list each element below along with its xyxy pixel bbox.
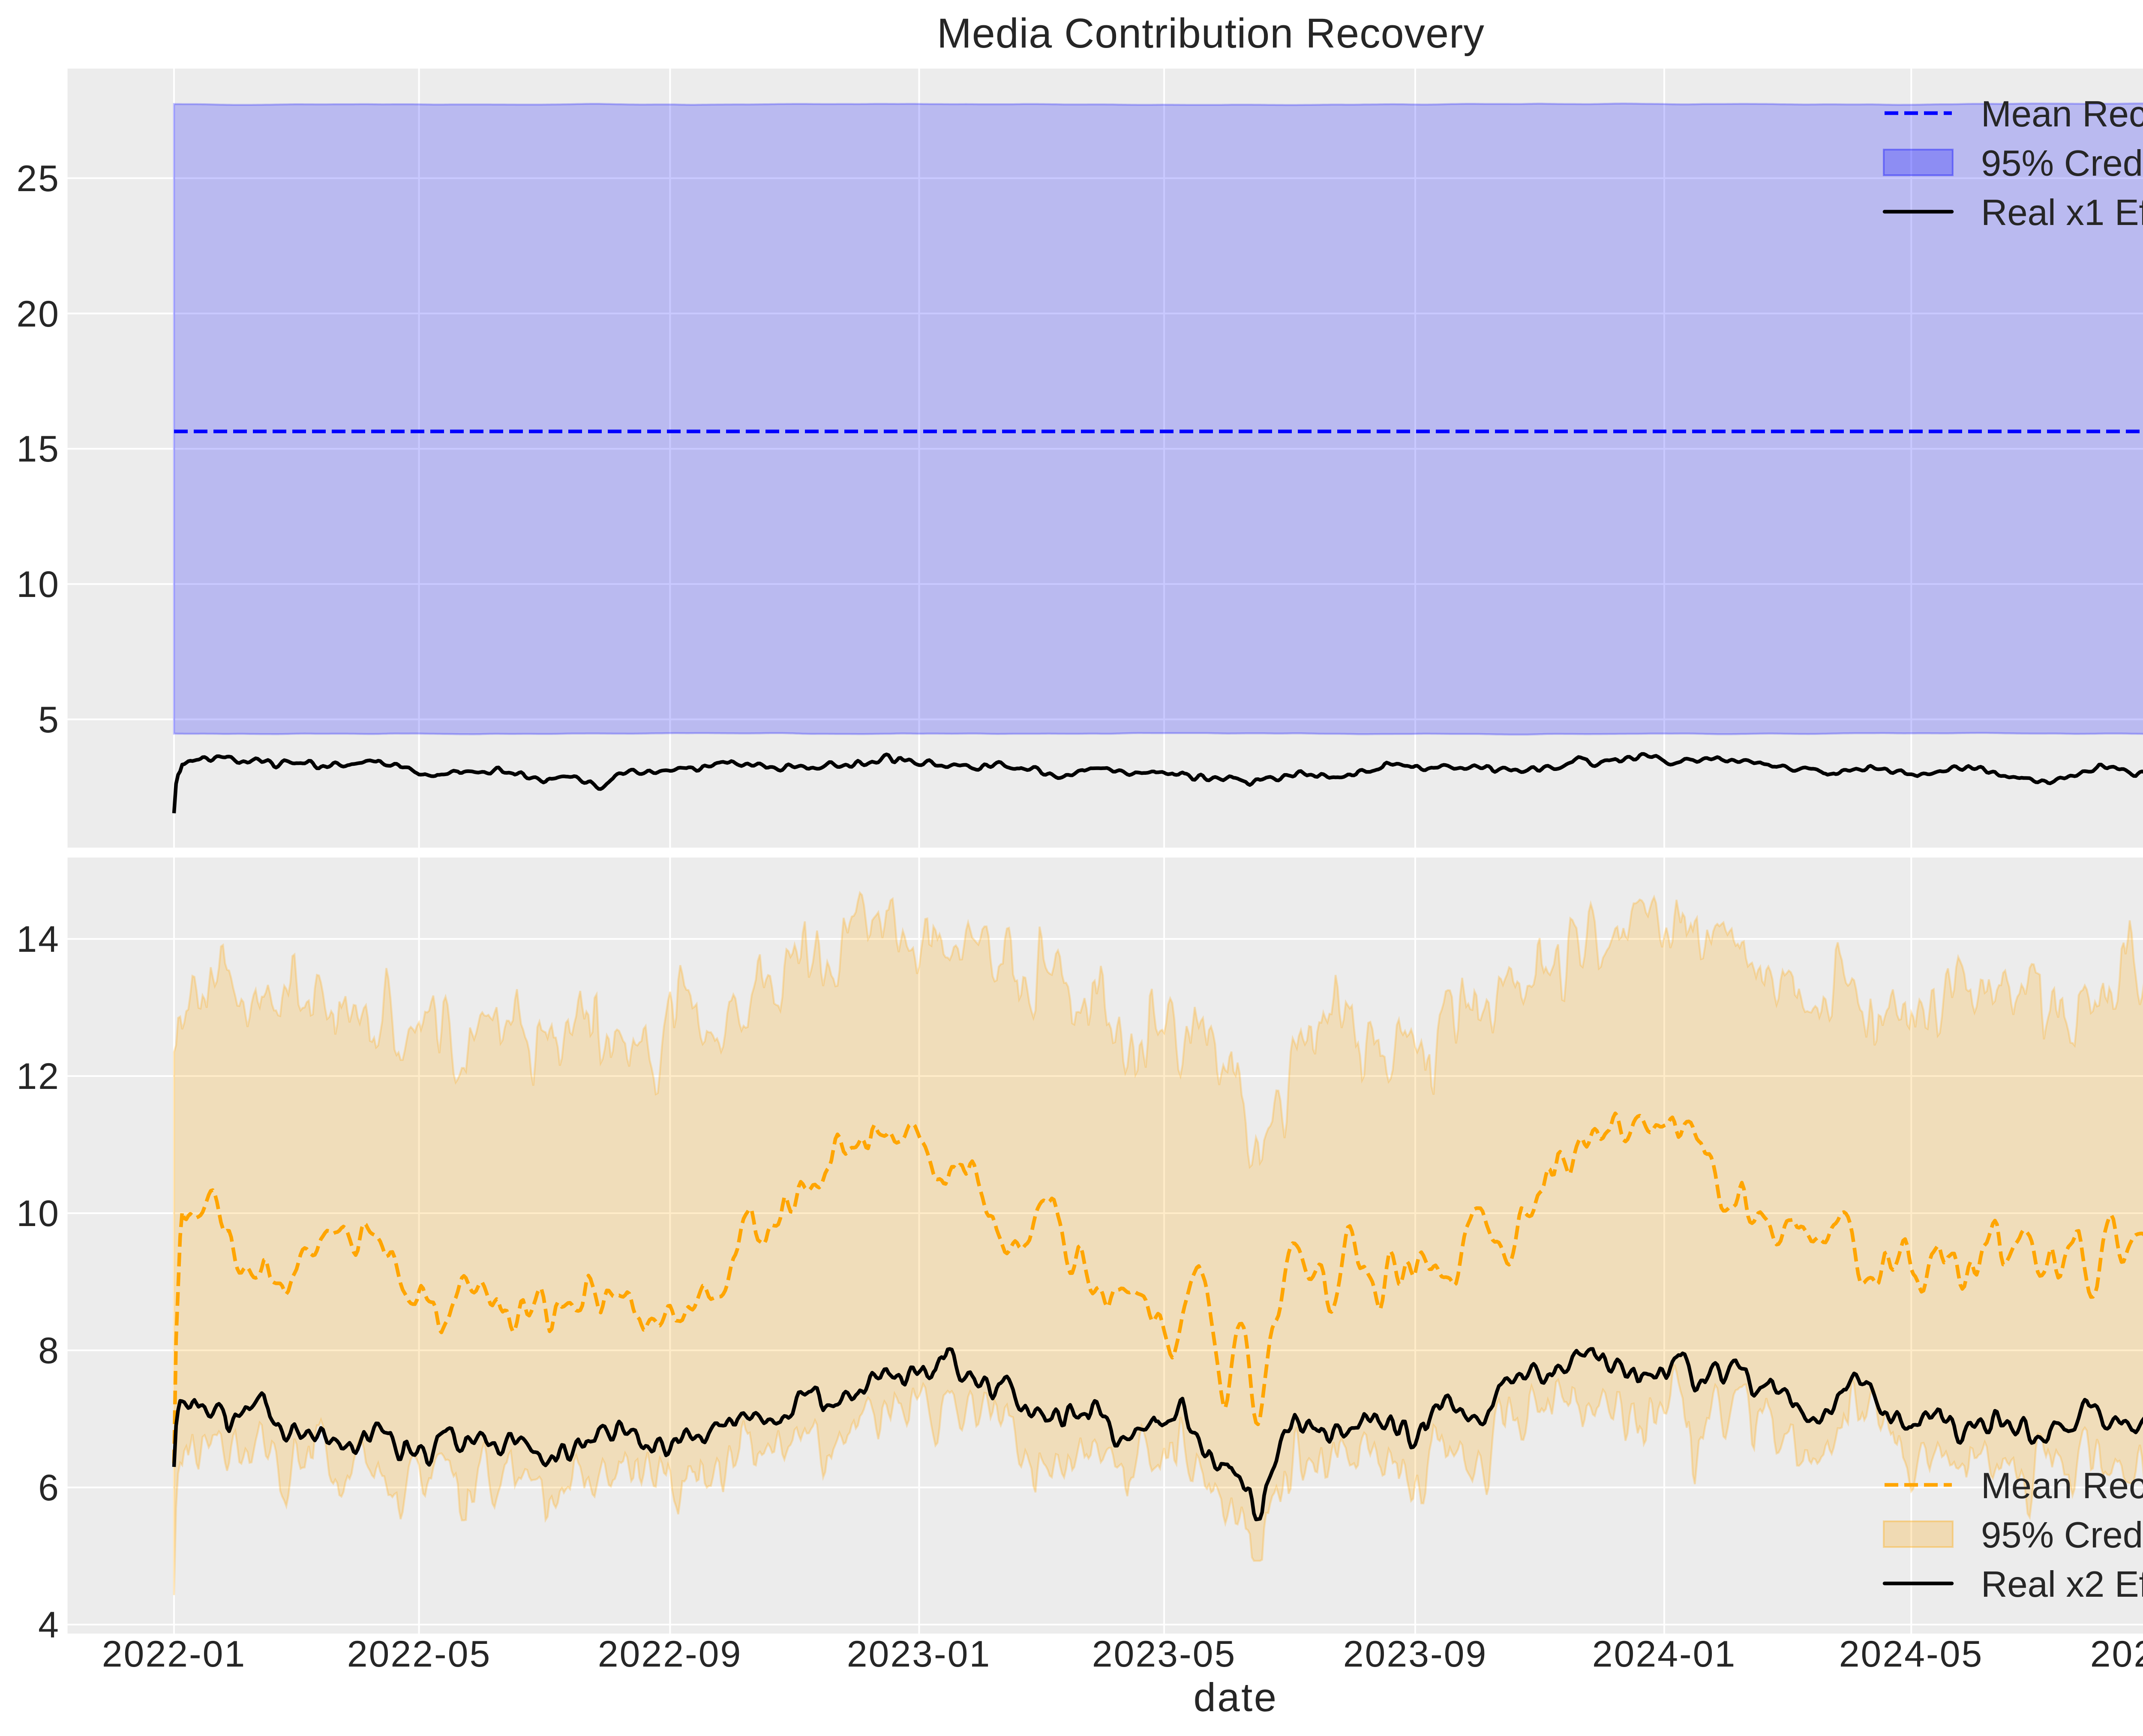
svg-text:10: 10	[16, 564, 60, 605]
svg-text:14: 14	[16, 919, 60, 960]
svg-text:2024-05: 2024-05	[1839, 1634, 1984, 1675]
svg-text:6: 6	[38, 1467, 60, 1508]
svg-text:20: 20	[16, 294, 60, 335]
svg-text:2022-01: 2022-01	[102, 1634, 246, 1675]
svg-text:2024-01: 2024-01	[1592, 1634, 1737, 1675]
svg-text:Real x2 Effect: Real x2 Effect	[1981, 1564, 2143, 1605]
svg-text:2023-05: 2023-05	[1092, 1634, 1237, 1675]
svg-text:2023-01: 2023-01	[847, 1634, 991, 1675]
svg-text:4: 4	[38, 1604, 60, 1646]
svg-text:2024-09: 2024-09	[2090, 1634, 2143, 1675]
svg-text:2022-05: 2022-05	[347, 1634, 492, 1675]
svg-text:2022-09: 2022-09	[598, 1634, 742, 1675]
svg-text:8: 8	[38, 1330, 60, 1371]
svg-text:95% Credible Interval: 95% Credible Interval	[1981, 1515, 2143, 1556]
svg-text:10: 10	[16, 1193, 60, 1234]
svg-text:12: 12	[16, 1056, 60, 1097]
svg-text:95% Credible Interval: 95% Credible Interval	[1981, 143, 2143, 184]
svg-text:date: date	[1194, 1675, 1278, 1720]
svg-text:5: 5	[38, 699, 60, 741]
svg-text:2023-09: 2023-09	[1343, 1634, 1488, 1675]
svg-text:Mean Recover x2 Effect: Mean Recover x2 Effect	[1981, 1466, 2143, 1506]
svg-text:Mean Recover x1 Effect: Mean Recover x1 Effect	[1981, 94, 2143, 135]
svg-text:25: 25	[16, 158, 60, 199]
svg-text:15: 15	[16, 429, 60, 470]
svg-text:Real x1 Effect: Real x1 Effect	[1981, 192, 2143, 233]
svg-text:Media Contribution Recovery: Media Contribution Recovery	[937, 10, 1485, 57]
